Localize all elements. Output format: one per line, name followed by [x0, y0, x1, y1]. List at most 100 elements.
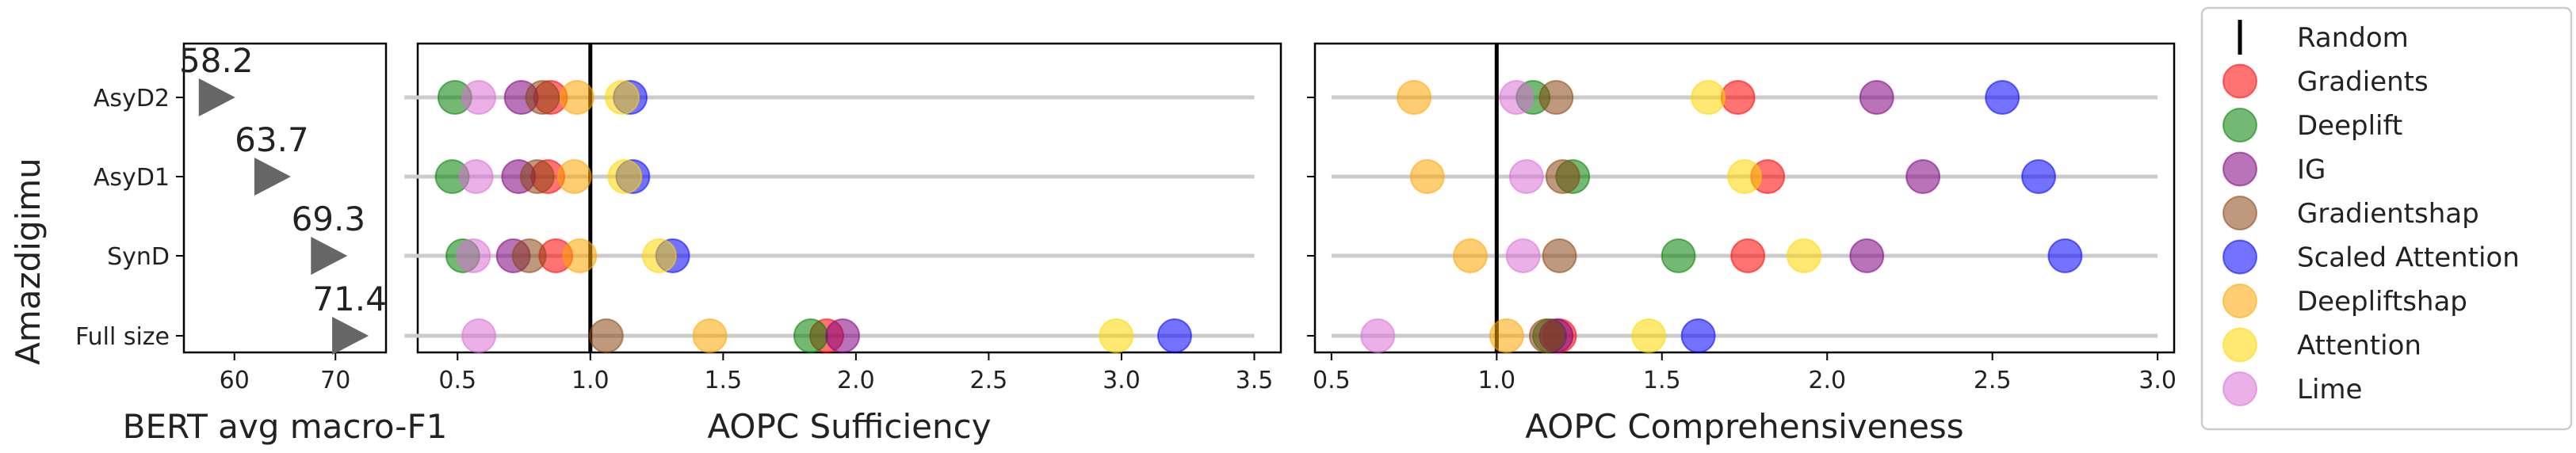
- comprehensiveness-point-gradients: [1730, 238, 1766, 273]
- legend-label-random: Random: [2297, 22, 2409, 54]
- sufficiency-xtick-label: 2.0: [837, 367, 875, 394]
- sufficiency-x-title: AOPC Sufficiency: [707, 407, 991, 446]
- legend-marker-attention: [2222, 327, 2257, 363]
- comprehensiveness-point-gradientshap: [1538, 80, 1574, 115]
- comprehensiveness-point-gradientshap: [1528, 318, 1564, 353]
- sufficiency-point-ig: [825, 318, 861, 353]
- panel-sufficiency: 0.5 1.0 1.5 2.0 2.5 3.0 3.5 AOPC Sufficiency: [404, 42, 1282, 446]
- legend-label-attention: Attention: [2297, 330, 2421, 362]
- f1-marker: [254, 158, 291, 196]
- legend-marker-gradientshap: [2222, 196, 2257, 230]
- comprehensiveness-point-attention: [1787, 238, 1822, 273]
- sufficiency-point-attention: [641, 238, 677, 273]
- legend-label-gradientshap: Gradientshap: [2297, 198, 2479, 230]
- sufficiency-point-deeplift: [793, 318, 828, 353]
- comprehensiveness-point-lime: [1360, 318, 1396, 353]
- legend: Random Gradients Deeplift IG Gradientshap Sca…: [2200, 6, 2573, 431]
- sufficiency-point-attention: [607, 159, 643, 194]
- legend-label-deeplift: Deeplift: [2297, 110, 2402, 142]
- panel-comprehensiveness: 0.5 1.0 1.5 2.0 2.5 3.0 AOPC Comprehensiveness: [1307, 42, 2177, 446]
- comprehensiveness-point-deepliftshap: [1409, 159, 1445, 194]
- comprehensiveness-point-scaled-attention: [1680, 318, 1716, 353]
- comprehensiveness-xtick-label: 2.5: [1974, 367, 2012, 394]
- comprehensiveness-point-attention: [1631, 318, 1667, 353]
- sufficiency-point-gradientshap: [511, 238, 547, 273]
- legend-marker-deeplift: [2222, 108, 2257, 143]
- comprehensiveness-point-gradients: [1720, 80, 1756, 115]
- category-label: SynD: [107, 243, 170, 271]
- sufficiency-xtick-label: 1.0: [571, 367, 610, 394]
- sufficiency-point-attention: [605, 80, 640, 115]
- comprehensiveness-frame: [1313, 42, 2176, 354]
- comprehensiveness-point-deeplift: [1661, 238, 1696, 273]
- sufficiency-point-scaled-attention: [1156, 318, 1192, 353]
- legend-label-gradients: Gradients: [2297, 67, 2429, 98]
- figure-y-title: Amazdigimu: [9, 158, 48, 365]
- sufficiency-point-deepliftshap: [556, 159, 592, 194]
- sufficiency-xtick-label: 2.5: [970, 367, 1008, 394]
- f1-x-title: BERT avg macro-F1: [123, 407, 448, 446]
- legend-label-scaled-attention: Scaled Attention: [2297, 242, 2520, 274]
- category-label: AsyD2: [94, 85, 170, 112]
- comprehensiveness-point-attention: [1727, 159, 1762, 194]
- legend-label-ig: IG: [2297, 154, 2326, 186]
- comprehensiveness-point-deepliftshap: [1397, 80, 1432, 115]
- comprehensiveness-point-scaled-attention: [1985, 80, 2020, 115]
- f1-marker: [311, 237, 348, 275]
- sufficiency-point-lime: [461, 80, 497, 115]
- comprehensiveness-point-scaled-attention: [2021, 159, 2057, 194]
- f1-marker: [332, 317, 369, 355]
- f1-xtick-label: 70: [320, 367, 350, 394]
- comprehensiveness-xtick-label: 1.0: [1477, 367, 1515, 394]
- comprehensiveness-point-ig: [1859, 80, 1894, 115]
- sufficiency-xtick-label: 3.0: [1103, 367, 1141, 394]
- comprehensiveness-point-lime: [1499, 80, 1535, 115]
- comprehensiveness-point-scaled-attention: [2047, 238, 2083, 273]
- sufficiency-point-gradientshap: [519, 159, 555, 194]
- comprehensiveness-point-deepliftshap: [1452, 238, 1488, 273]
- category-label: AsyD1: [94, 164, 170, 192]
- legend-marker-lime: [2222, 371, 2257, 406]
- sufficiency-point-deepliftshap: [692, 318, 728, 353]
- sufficiency-point-deepliftshap: [560, 80, 595, 115]
- sufficiency-point-lime: [456, 238, 491, 273]
- comprehensiveness-point-ig: [1905, 159, 1941, 194]
- f1-value-label: 58.2: [179, 41, 254, 80]
- sufficiency-point-deepliftshap: [562, 238, 598, 273]
- f1-value-label: 63.7: [235, 120, 309, 159]
- comprehensiveness-point-lime: [1508, 159, 1544, 194]
- f1-value-label: 71.4: [312, 280, 387, 318]
- panels: 60 70 AsyD2 AsyD1 SynD Full size BERT avg macr…: [75, 41, 2177, 446]
- sufficiency-xtick-label: 1.5: [704, 367, 742, 394]
- sufficiency-point-gradientshap: [588, 318, 624, 353]
- comprehensiveness-point-attention: [1691, 80, 1726, 115]
- comprehensiveness-point-lime: [1505, 238, 1541, 273]
- f1-xtick-label: 60: [220, 367, 250, 394]
- legend-marker-deepliftshap: [2222, 284, 2257, 318]
- legend-marker-gradients: [2222, 63, 2257, 99]
- comprehensiveness-point-gradientshap: [1542, 238, 1577, 273]
- comprehensiveness-xtick-label: 0.5: [1313, 367, 1351, 394]
- legend-label-lime: Lime: [2297, 374, 2362, 405]
- comprehensiveness-point-gradientshap: [1545, 159, 1580, 194]
- f1-frame: [182, 42, 388, 354]
- comprehensiveness-x-title: AOPC Comprehensiveness: [1525, 407, 1963, 446]
- legend-frame: [2200, 6, 2573, 431]
- sufficiency-point-lime: [461, 318, 497, 353]
- legend-marker-ig: [2222, 151, 2257, 187]
- f1-value-label: 69.3: [292, 200, 366, 238]
- comprehensiveness-point-ig: [1849, 238, 1885, 273]
- panel-f1: 60 70 AsyD2 AsyD1 SynD Full size BERT avg macr…: [75, 41, 447, 446]
- legend-label-deepliftshap: Deepliftshap: [2297, 286, 2467, 318]
- sufficiency-xtick-label: 3.5: [1236, 367, 1274, 394]
- sufficiency-point-gradientshap: [525, 80, 560, 115]
- comprehensiveness-xtick-label: 2.0: [1808, 367, 1846, 394]
- f1-marker: [198, 78, 235, 116]
- sufficiency-point-attention: [1099, 318, 1134, 353]
- comprehensiveness-xtick-label: 3.0: [2138, 367, 2177, 394]
- category-label: Full size: [75, 323, 170, 351]
- comprehensiveness-point-deepliftshap: [1489, 318, 1524, 353]
- sufficiency-xtick-label: 0.5: [438, 367, 476, 394]
- comprehensiveness-xtick-label: 1.5: [1643, 367, 1681, 394]
